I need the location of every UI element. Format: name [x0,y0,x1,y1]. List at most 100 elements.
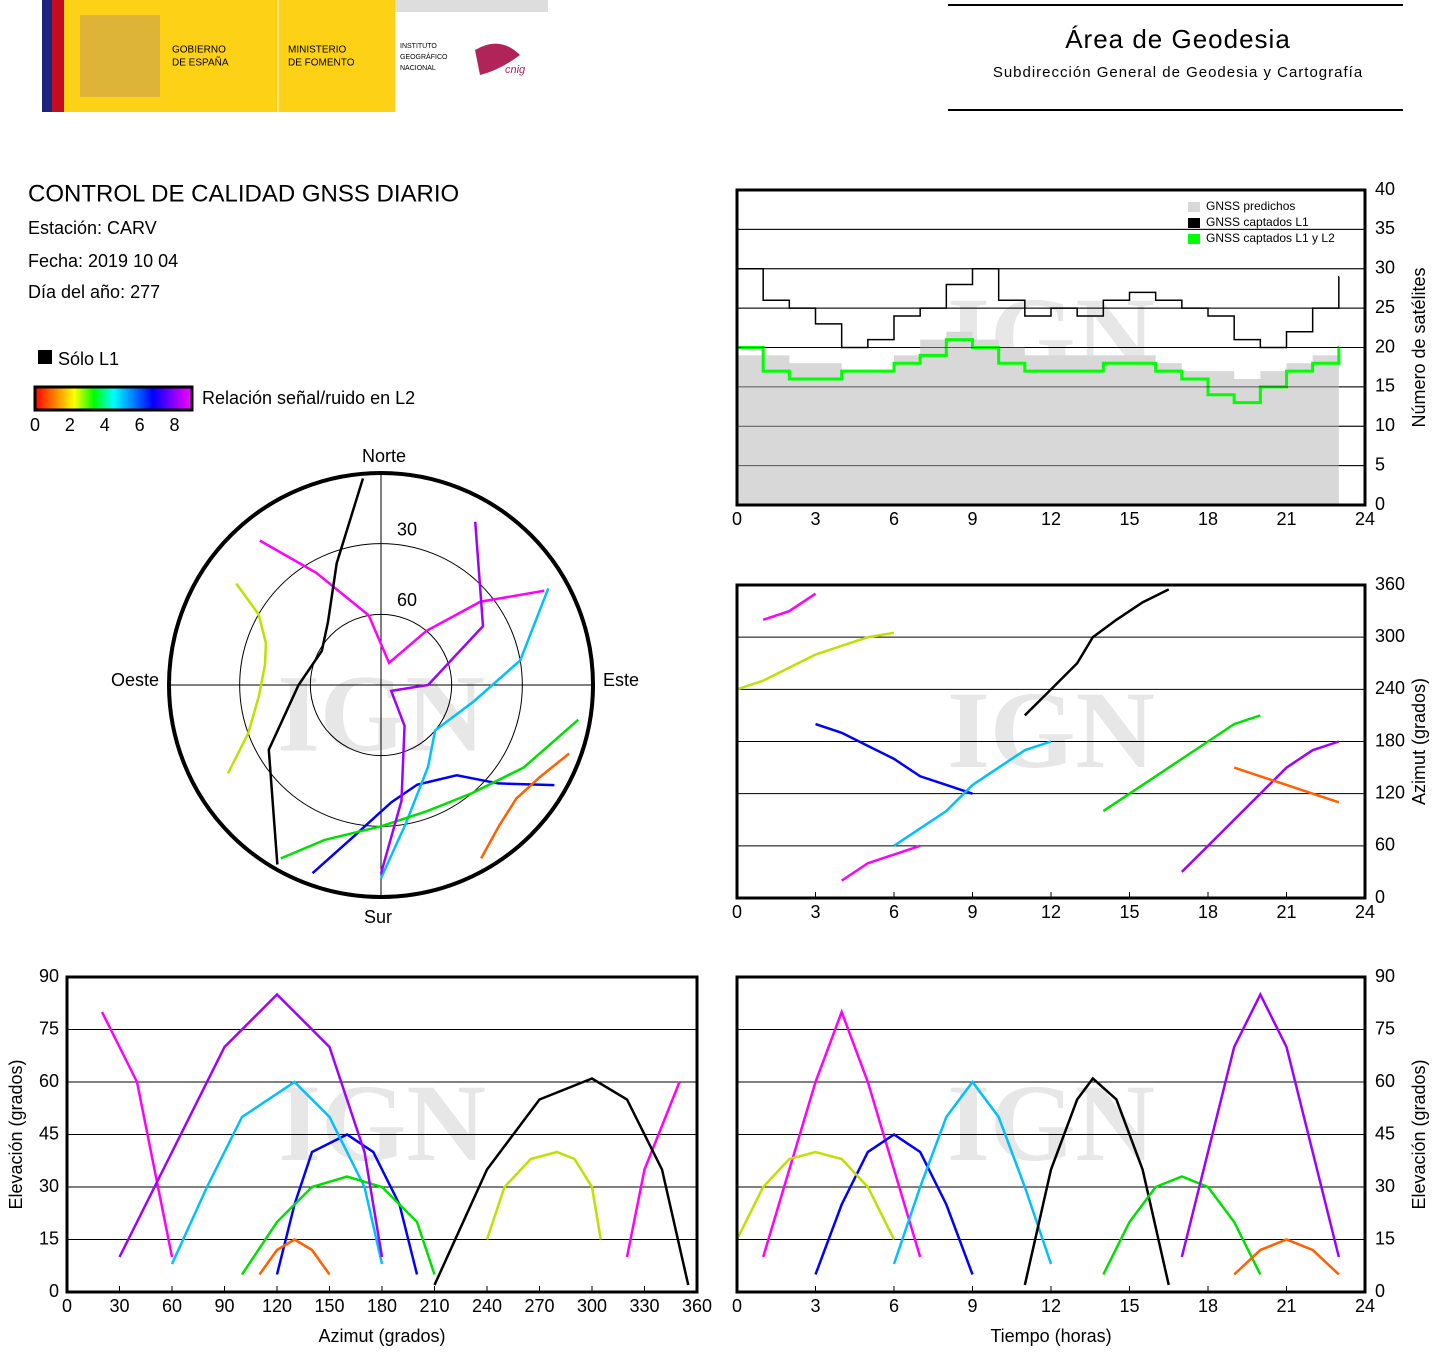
y-tick-label: 30 [1375,258,1395,278]
x-tick-label: 240 [472,1296,502,1316]
sky-track [226,582,268,774]
y-tick-label: 300 [1375,626,1405,646]
y-tick-label: 60 [39,1071,59,1091]
compass-label: Oeste [111,670,159,690]
y-tick-label: 35 [1375,218,1395,238]
y-tick-label: 90 [39,966,59,986]
snr-tick-label: 2 [65,415,75,435]
x-axis-label: Tiempo (horas) [990,1326,1111,1346]
coat-of-arms [80,15,160,97]
ign-logo-bar [395,0,548,12]
y-tick-label: 30 [39,1176,59,1196]
x-tick-label: 210 [419,1296,449,1316]
y-tick-label: 0 [49,1281,59,1301]
satellite-track [762,592,921,882]
y-tick-label: 25 [1375,297,1395,317]
x-tick-label: 18 [1198,509,1218,529]
y-tick-label: 0 [1375,494,1385,514]
y-tick-label: 0 [1375,1281,1385,1301]
cnig-logo [475,43,520,75]
x-tick-label: 0 [732,1296,742,1316]
date: Fecha: 2019 10 04 [28,251,178,271]
x-tick-label: 90 [214,1296,234,1316]
watermark: IGN [947,669,1155,791]
satellite-track [258,1238,331,1276]
x-tick-label: 15 [1119,1296,1139,1316]
y-tick-label: 5 [1375,454,1385,474]
satellite-track [1102,714,1261,813]
y-tick-label: 360 [1375,574,1405,594]
satellite-track [735,1150,896,1241]
gov-text: GOBIERNO [172,45,226,56]
flag-band [52,0,64,112]
compass-label: Norte [362,446,406,466]
y-tick-label: 60 [1375,835,1395,855]
report-title: CONTROL DE CALIDAD GNSS DIARIO [28,180,459,207]
y-tick-label: 45 [39,1123,59,1143]
sky-track [267,478,365,865]
x-tick-label: 150 [314,1296,344,1316]
x-tick-label: 12 [1041,1296,1061,1316]
x-tick-label: 0 [62,1296,72,1316]
x-tick-label: 60 [162,1296,182,1316]
x-tick-label: 24 [1355,1296,1375,1316]
y-axis-label: Azimut (grados) [1409,678,1429,805]
y-tick-label: 40 [1375,179,1395,199]
satellite-track [893,740,1052,847]
satellite-track [170,1080,384,1265]
satellite-track [1233,766,1340,804]
institute-text: GEOGRÁFICO [400,52,448,61]
x-tick-label: 6 [889,902,899,922]
y-tick-label: 60 [1375,1071,1395,1091]
y-tick-label: 75 [39,1018,59,1038]
sky-track [311,773,555,875]
watermark: IGN [947,1062,1155,1184]
y-axis-label: Número de satélites [1409,267,1429,427]
sky-track [480,752,570,860]
x-tick-label: 12 [1041,509,1061,529]
legend-label: GNSS predichos [1206,199,1295,213]
x-tick-label: 3 [810,509,820,529]
l1-legend-label: Sólo L1 [58,349,119,369]
l1-swatch [38,350,52,364]
x-tick-label: 18 [1198,1296,1218,1316]
satellite-track [1233,1238,1340,1276]
satellite-track [736,631,895,691]
watermark: IGN [278,1062,486,1184]
x-tick-label: 24 [1355,902,1375,922]
y-tick-label: 120 [1375,782,1405,802]
x-tick-label: 21 [1276,1296,1296,1316]
x-tick-label: 120 [262,1296,292,1316]
y-tick-label: 75 [1375,1018,1395,1038]
plot-border [735,583,1367,900]
x-tick-label: 3 [810,902,820,922]
y-tick-label: 0 [1375,887,1385,907]
x-tick-label: 330 [629,1296,659,1316]
snr-tick-label: 6 [135,415,145,435]
y-tick-label: 180 [1375,730,1405,750]
gov-text: DE ESPAÑA [172,56,229,69]
x-tick-label: 270 [524,1296,554,1316]
satellite-track [1102,1175,1262,1276]
institute-text: INSTITUTO [400,43,437,50]
plot-border [735,975,1367,1294]
x-axis-label: Azimut (grados) [318,1326,445,1346]
ministry-text: MINISTERIO [288,45,347,56]
x-tick-label: 360 [682,1296,712,1316]
satellite-track [892,1079,1053,1265]
x-tick-label: 300 [577,1296,607,1316]
x-tick-label: 12 [1041,902,1061,922]
predicted-area [737,331,1339,505]
x-tick-label: 6 [889,1296,899,1316]
y-tick-label: 15 [39,1228,59,1248]
y-tick-label: 90 [1375,966,1395,986]
satellite-track [815,722,973,795]
satellite-track [1023,1076,1170,1286]
plot-border [65,975,699,1294]
satellite-track [100,1011,681,1258]
y-tick-label: 30 [1375,1176,1395,1196]
snr-tick-label: 8 [170,415,180,435]
count-line [737,268,1340,349]
snr-legend-label: Relación señal/ruido en L2 [202,388,415,408]
